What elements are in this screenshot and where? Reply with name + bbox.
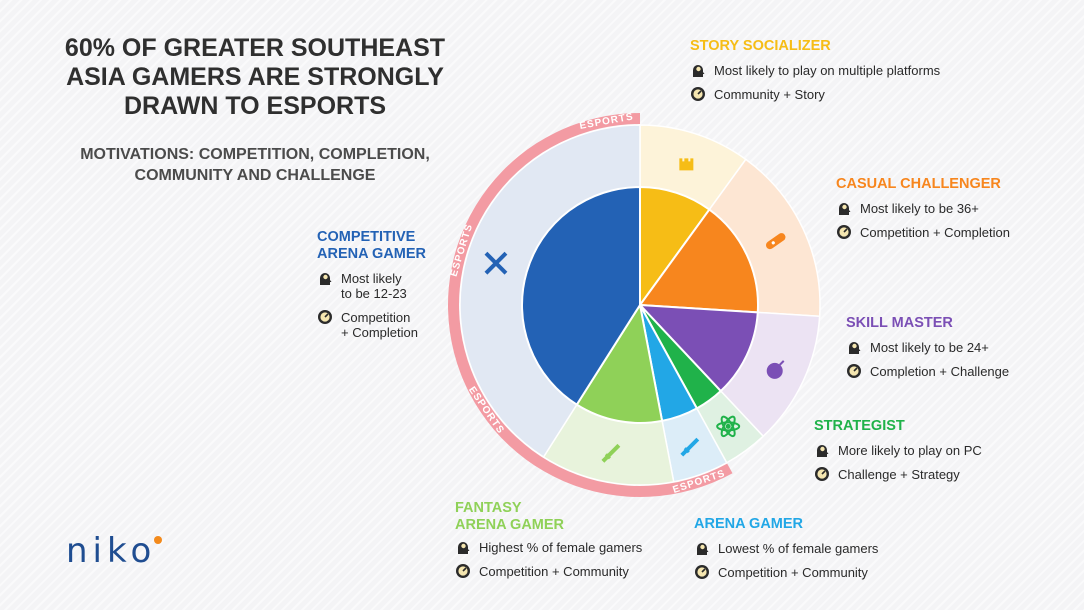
game-controller-icon [765,233,786,250]
segment-title: FANTASY ARENA GAMER [455,500,565,533]
slice-fantasy-arena-gamer [575,302,664,424]
segment-motivation: Completion + Challenge [846,364,1066,379]
segment-fantasy-arena-gamer: FANTASY ARENA GAMER Highest % of female … [455,500,685,579]
page-title: 60% OF GREATER SOUTHEAST ASIA GAMERS ARE… [64,34,446,120]
segment-motivation-text: Community + Story [714,87,825,102]
segment-arena-gamer: ARENA GAMER Lowest % of female gamers Co… [694,516,934,580]
motivation-gauge-icon [694,564,710,580]
sword-icon [680,437,700,457]
segment-fact-text: Most likely to play on multiple platform… [714,63,941,78]
segment-motivation-text: Competition + Completion [341,310,418,340]
motivation-gauge-icon [836,224,852,240]
segment-skill-master: SKILL MASTER Most likely to be 24+ Compl… [846,315,1066,379]
segment-title: STRATEGIST [814,418,905,434]
person-icon [846,339,862,355]
segment-fact: Lowest % of female gamers [694,541,934,556]
slice-competitive-arena-gamer [521,185,641,407]
segment-casual-challenger: CASUAL CHALLENGER Most likely to be 36+ … [836,176,1066,240]
segment-title: SKILL MASTER [846,315,953,331]
segment-fact-text: Most likely to be 36+ [860,201,979,216]
segment-motivation-text: Competition + Community [479,564,629,579]
motivation-gauge-icon [690,86,706,102]
segment-motivation: Community + Story [690,87,990,102]
slice-story-socializer [639,185,711,309]
segment-title: ARENA GAMER [694,516,804,532]
castle-icon [679,158,694,171]
segment-title: CASUAL CHALLENGER [836,176,1001,192]
segment-title: COMPETITIVE ARENA GAMER [317,229,427,262]
person-icon [690,62,706,78]
segment-motivation: Competition + Completion [836,225,1066,240]
segment-motivation: Competition + Community [694,565,934,580]
segment-motivation-text: Completion + Challenge [870,364,1010,379]
segment-title: STORY SOCIALIZER [690,38,831,54]
segment-fact-text: Lowest % of female gamers [718,541,879,556]
page-subtitle: MOTIVATIONS: COMPETITION, COMPLETION, CO… [80,146,430,184]
segment-fact: Most likely to be 24+ [846,340,1066,355]
segment-fact: Most likely to be 12-23 [317,271,447,301]
segment-fact-text: Most likely to be 12-23 [341,271,407,301]
segment-fact-text: More likely to play on PC [838,443,982,458]
atom-icon [716,415,741,438]
segment-motivation: Competition + Completion [317,310,447,340]
person-icon [317,270,333,286]
segment-fact-text: Most likely to be 24+ [870,340,989,355]
slice-skill-master [637,303,759,393]
segment-motivation: Challenge + Strategy [814,467,1054,482]
motivation-gauge-icon [814,466,830,482]
segment-strategist: STRATEGIST More likely to play on PC Cha… [814,418,1054,482]
segment-fact: Most likely to play on multiple platform… [690,63,990,78]
niko-logo: NIKO [66,531,164,571]
motivation-gauge-icon [455,563,471,579]
segment-competitive-arena-gamer: COMPETITIVE ARENA GAMER Most likely to b… [317,229,447,340]
person-icon [694,540,710,556]
slice-casual-challenger [638,208,759,314]
segment-motivation-text: Competition + Completion [860,225,1010,240]
segment-story-socializer: STORY SOCIALIZER Most likely to play on … [690,38,990,102]
person-icon [455,539,471,555]
logo-dot [154,536,163,544]
segment-motivation-text: Competition + Community [718,565,868,580]
motivation-gauge-icon [846,363,862,379]
segment-fact: Most likely to be 36+ [836,201,1066,216]
magic-sword-icon [601,443,621,463]
person-icon [836,200,852,216]
bomb-icon [766,360,785,379]
segment-motivation-text: Challenge + Strategy [838,467,960,482]
person-icon [814,442,830,458]
crossed-swords-icon [484,251,508,275]
segment-fact-text: Highest % of female gamers [479,540,643,555]
segment-fact: More likely to play on PC [814,443,1054,458]
logo-text: NIKO [66,531,157,571]
segment-fact: Highest % of female gamers [455,540,685,555]
motivation-gauge-icon [317,309,333,325]
segment-motivation: Competition + Community [455,564,685,579]
